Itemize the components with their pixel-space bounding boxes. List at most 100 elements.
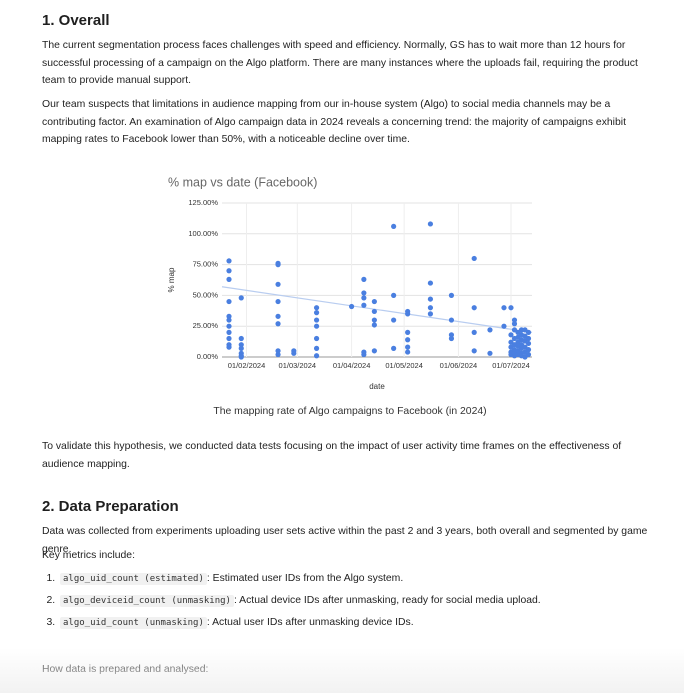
list-item: algo_uid_count (estimated): Estimated us… bbox=[58, 570, 670, 589]
data-point bbox=[471, 255, 477, 262]
y-tick-label: 50.00% bbox=[193, 290, 219, 299]
chart-title: % map vs date (Facebook) bbox=[168, 175, 317, 189]
data-point bbox=[313, 317, 320, 323]
data-point bbox=[275, 281, 281, 287]
data-point bbox=[361, 351, 367, 358]
data-point bbox=[508, 305, 514, 311]
y-tick-label: 0.00% bbox=[197, 352, 219, 361]
data-point bbox=[525, 351, 532, 358]
data-point bbox=[291, 350, 297, 356]
data-point bbox=[238, 342, 244, 348]
data-point bbox=[508, 332, 514, 338]
paragraph: The current segmentation process faces c… bbox=[42, 40, 638, 87]
data-point bbox=[226, 313, 232, 319]
y-tick-label: 100.00% bbox=[188, 229, 218, 238]
chart: % map vs date (Facebook) % map date 0.00… bbox=[167, 175, 533, 391]
data-point bbox=[371, 308, 377, 315]
data-point bbox=[448, 292, 455, 298]
data-point bbox=[371, 298, 377, 305]
y-axis-label: % map bbox=[167, 267, 176, 292]
data-point bbox=[238, 295, 244, 301]
data-point bbox=[275, 348, 281, 354]
heading: 1. Overall bbox=[42, 12, 110, 29]
data-point bbox=[361, 295, 367, 301]
data-point bbox=[275, 313, 281, 319]
data-point bbox=[226, 317, 232, 323]
data-point bbox=[313, 335, 320, 342]
data-point bbox=[226, 298, 232, 305]
data-point bbox=[405, 329, 411, 335]
paragraph: Our team suspects that limitations in au… bbox=[42, 99, 626, 146]
data-point bbox=[391, 317, 397, 323]
data-point bbox=[427, 221, 434, 227]
code: algo_deviceid_count (unmasking) bbox=[60, 594, 234, 607]
data-point bbox=[391, 345, 397, 351]
data-point bbox=[371, 348, 377, 354]
data-point bbox=[501, 323, 507, 329]
data-point bbox=[487, 350, 493, 356]
list-item: algo_deviceid_count (unmasking): Actual … bbox=[58, 592, 670, 611]
list-text: : Estimated user IDs from the Algo syste… bbox=[206, 573, 404, 584]
code: algo_uid_count (unmasking) bbox=[60, 616, 207, 629]
x-tick-label: 01/04/2024 bbox=[333, 361, 371, 370]
data-point bbox=[275, 351, 281, 358]
data-point bbox=[313, 323, 320, 329]
data-point bbox=[501, 305, 507, 311]
data-point bbox=[405, 337, 411, 343]
data-point bbox=[391, 223, 397, 230]
data-point bbox=[226, 335, 232, 342]
data-point bbox=[448, 335, 455, 342]
data-point bbox=[361, 290, 367, 296]
data-point bbox=[525, 340, 532, 347]
bottom-fade bbox=[0, 648, 684, 693]
list-item: algo_uid_count (unmasking): Actual user … bbox=[58, 614, 670, 633]
data-point bbox=[313, 310, 320, 316]
code: algo_uid_count (estimated) bbox=[60, 573, 207, 585]
list-text: : Actual user IDs after unmasking device… bbox=[206, 616, 414, 628]
data-point bbox=[427, 296, 434, 302]
data-point bbox=[238, 345, 244, 351]
data-point bbox=[313, 305, 320, 311]
data-point bbox=[525, 335, 532, 342]
paragraph: To validate this hypothesis, we conducte… bbox=[42, 441, 622, 470]
data-point bbox=[226, 344, 232, 350]
data-point bbox=[405, 344, 411, 350]
data-point bbox=[448, 317, 455, 323]
data-point bbox=[226, 268, 232, 274]
x-tick-label: 01/03/2024 bbox=[279, 361, 317, 370]
data-point bbox=[275, 298, 281, 305]
data-point bbox=[405, 311, 411, 317]
x-tick-label: 01/06/2024 bbox=[440, 361, 478, 370]
data-point bbox=[391, 292, 397, 298]
data-point bbox=[238, 354, 244, 360]
trendline bbox=[221, 286, 533, 333]
data-point bbox=[487, 327, 493, 333]
data-point bbox=[371, 322, 377, 328]
data-point bbox=[448, 332, 455, 338]
data-point bbox=[226, 258, 232, 264]
data-point bbox=[238, 335, 244, 342]
data-point bbox=[226, 329, 232, 335]
data-point bbox=[361, 302, 367, 308]
x-tick-label: 01/07/2024 bbox=[492, 361, 530, 370]
heading: 2. Data Preparation bbox=[42, 498, 179, 515]
list-text: : Actual device IDs after unmasking, rea… bbox=[233, 594, 541, 606]
y-tick-label: 25.00% bbox=[193, 321, 219, 330]
paragraph: Key metrics include: bbox=[42, 550, 135, 561]
data-point bbox=[275, 321, 281, 327]
data-point bbox=[371, 317, 377, 323]
data-point bbox=[313, 353, 320, 359]
data-point bbox=[313, 345, 320, 351]
data-point bbox=[226, 276, 232, 282]
data-point bbox=[226, 323, 232, 329]
x-tick-label: 01/05/2024 bbox=[385, 361, 423, 370]
data-point bbox=[471, 329, 477, 335]
y-tick-label: 125.00% bbox=[188, 198, 218, 207]
data-point bbox=[511, 321, 518, 327]
x-axis-label: date bbox=[369, 382, 385, 391]
data-point bbox=[511, 317, 518, 323]
data-point bbox=[525, 347, 532, 353]
data-point bbox=[525, 329, 532, 335]
paragraph: Data was collected from experiments uplo… bbox=[42, 526, 648, 555]
